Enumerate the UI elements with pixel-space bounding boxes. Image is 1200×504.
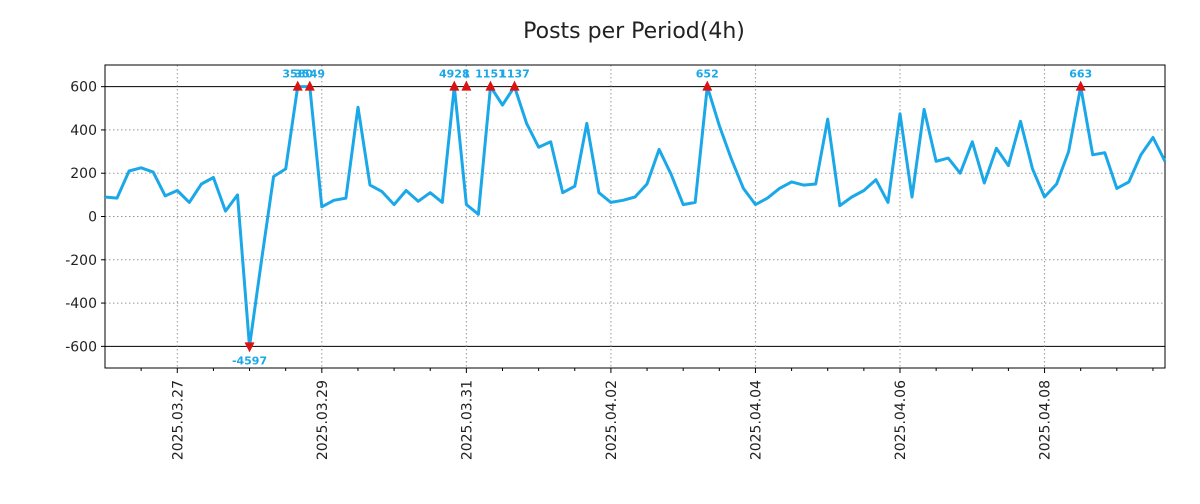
outlier-marker-up xyxy=(509,80,520,91)
series-line xyxy=(104,85,1167,348)
data-label: 652 xyxy=(696,68,719,81)
y-tick-label: -400 xyxy=(65,296,97,312)
data-label: 1137 xyxy=(499,68,530,81)
data-label: 3549 xyxy=(294,68,325,81)
y-tick-label: 400 xyxy=(70,123,97,139)
x-tick-label: 2025.03.27 xyxy=(170,380,186,460)
y-tick-label: 200 xyxy=(70,166,97,182)
x-tick-label: 2025.03.31 xyxy=(459,380,475,460)
outlier-marker-up xyxy=(461,80,472,91)
y-tick-label: -200 xyxy=(65,253,97,269)
outlier-marker-up xyxy=(485,80,496,91)
markers-layer xyxy=(244,80,1086,353)
outlier-marker-up xyxy=(702,80,713,91)
plot-frame xyxy=(104,64,1166,369)
data-label: -4597 xyxy=(232,354,267,367)
data-label: 663 xyxy=(1069,68,1092,81)
outlier-marker-up xyxy=(1075,80,1086,91)
grid-lines xyxy=(105,65,1165,368)
data-label: 4928 xyxy=(439,68,470,81)
x-tick-label: 2025.04.06 xyxy=(893,380,909,460)
y-tick-label: -600 xyxy=(65,339,97,355)
outlier-marker-up xyxy=(449,80,460,91)
data-label: 1 xyxy=(463,68,471,81)
x-tick-label: 2025.04.08 xyxy=(1038,380,1054,460)
x-tick-label: 2025.03.29 xyxy=(315,380,331,460)
axes: -600 -400 -200 0 200 400 600 2025.03.27 2025.03.… xyxy=(65,64,1166,460)
data-label: 1151 xyxy=(475,68,506,81)
y-tick-label: 600 xyxy=(70,80,97,96)
chart-title: Posts per Period(4h) xyxy=(523,19,745,44)
data-label: 3580 xyxy=(282,68,313,81)
outlier-marker-down xyxy=(244,342,255,353)
x-tick-label: 2025.04.04 xyxy=(748,380,764,460)
series-layer xyxy=(104,85,1167,348)
y-tick-label: 0 xyxy=(88,210,97,226)
outlier-marker-up xyxy=(292,80,303,91)
outlier-marker-up xyxy=(304,80,315,91)
x-tick-label: 2025.04.02 xyxy=(604,380,620,460)
